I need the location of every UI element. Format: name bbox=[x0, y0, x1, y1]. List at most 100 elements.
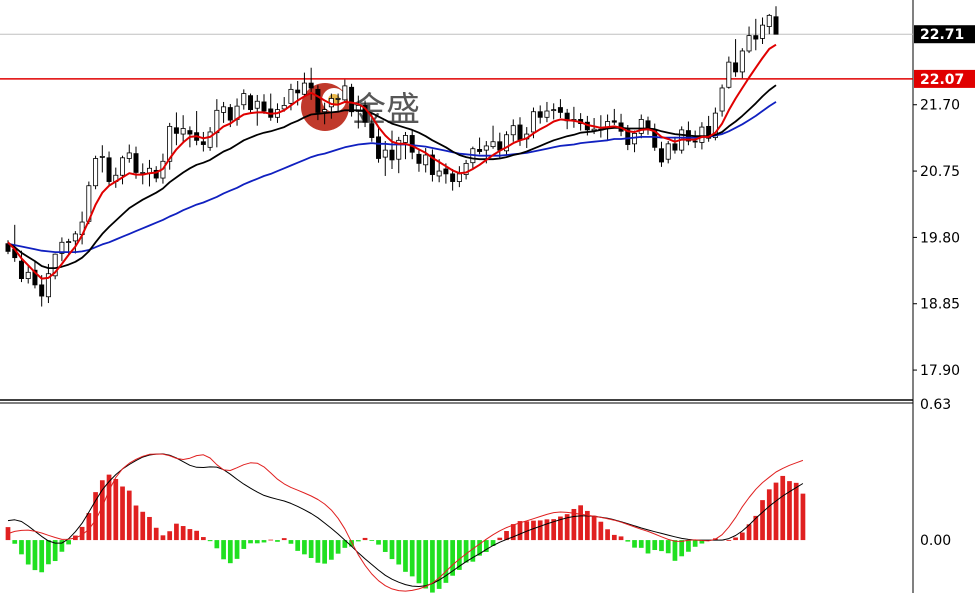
macd-bar bbox=[564, 514, 570, 541]
candle-body bbox=[611, 120, 617, 123]
macd-bar bbox=[766, 489, 772, 541]
macd-bar bbox=[773, 482, 779, 541]
candle-body bbox=[692, 140, 698, 143]
macd-line bbox=[7, 453, 804, 587]
macd-bar bbox=[578, 505, 583, 541]
macd-bar bbox=[140, 511, 146, 541]
candle-body bbox=[463, 162, 469, 175]
candle-body bbox=[733, 62, 739, 73]
candle-body bbox=[706, 125, 712, 139]
macd-bar bbox=[551, 519, 557, 541]
macd-bar bbox=[672, 540, 678, 561]
macd-bar bbox=[753, 515, 759, 541]
candle-body bbox=[766, 14, 772, 27]
candle-body bbox=[200, 141, 206, 145]
macd-bar bbox=[349, 540, 354, 547]
candle-body bbox=[187, 130, 193, 135]
candle-body bbox=[497, 141, 503, 151]
macd-bar bbox=[302, 540, 307, 555]
candle-body bbox=[167, 125, 173, 162]
macd-bar bbox=[19, 540, 24, 555]
macd-bar bbox=[746, 524, 752, 541]
macd-bar bbox=[153, 527, 159, 541]
macd-bar bbox=[221, 540, 226, 560]
macd-tick-label: 0.00 bbox=[920, 533, 951, 549]
candle-body bbox=[45, 273, 51, 298]
macd-bar bbox=[618, 536, 624, 541]
candle-body bbox=[376, 136, 382, 159]
macd-bar bbox=[167, 531, 173, 541]
candle-body bbox=[214, 109, 220, 134]
macd-bar bbox=[483, 540, 489, 552]
macd-bar bbox=[261, 540, 267, 543]
candle-body bbox=[699, 126, 705, 143]
macd-bar bbox=[322, 540, 327, 564]
macd-bar bbox=[692, 540, 698, 547]
macd-bar bbox=[248, 540, 253, 544]
price-tick-label: 19.80 bbox=[920, 230, 960, 246]
macd-bar bbox=[605, 529, 610, 541]
candle-body bbox=[362, 105, 368, 123]
macd-bar bbox=[679, 540, 685, 557]
macd-bar bbox=[517, 521, 523, 541]
macd-bar bbox=[335, 540, 341, 554]
candle-body bbox=[295, 89, 301, 94]
candle-body bbox=[66, 241, 72, 243]
signal-line bbox=[7, 453, 804, 592]
macd-bar bbox=[86, 513, 92, 541]
macd-bar bbox=[430, 540, 435, 593]
macd-bar bbox=[443, 540, 449, 583]
candle-body bbox=[315, 88, 321, 113]
macd-bar bbox=[652, 540, 658, 551]
macd-bar bbox=[510, 524, 516, 541]
macd-bar bbox=[295, 540, 301, 551]
candle-body bbox=[126, 152, 132, 159]
candle-body bbox=[227, 107, 233, 121]
candle-body bbox=[665, 143, 671, 160]
macd-bar bbox=[463, 540, 469, 563]
candle-body bbox=[207, 131, 213, 148]
candle-body bbox=[544, 110, 550, 118]
macd-bar bbox=[638, 540, 644, 548]
macd-bar bbox=[113, 478, 119, 541]
macd-bar bbox=[66, 540, 71, 545]
macd-bar bbox=[329, 540, 334, 560]
candle-body bbox=[530, 111, 536, 133]
macd-bar bbox=[787, 481, 792, 541]
candle-body bbox=[658, 148, 664, 163]
macd-bar bbox=[436, 540, 442, 589]
macd-bar bbox=[369, 540, 375, 541]
macd-bar bbox=[625, 540, 631, 542]
candles-layer bbox=[5, 6, 779, 307]
candle-body bbox=[369, 123, 375, 138]
candle-body bbox=[456, 173, 462, 182]
macd-bar bbox=[315, 540, 321, 563]
macd-bar bbox=[490, 540, 496, 546]
candle-body bbox=[760, 24, 766, 39]
candle-body bbox=[719, 87, 725, 112]
macd-bar bbox=[275, 540, 280, 542]
macd-bar bbox=[187, 529, 193, 541]
macd-bar bbox=[477, 540, 482, 556]
macd-bar bbox=[288, 540, 294, 544]
candle-body bbox=[490, 141, 496, 148]
macd-bar bbox=[268, 539, 274, 541]
macd-bar bbox=[403, 540, 408, 572]
candle-body bbox=[557, 107, 563, 113]
macd-bar bbox=[12, 540, 18, 544]
candle-body bbox=[537, 111, 543, 118]
candle-body bbox=[551, 109, 557, 112]
candle-body bbox=[120, 157, 126, 176]
candle-body bbox=[436, 170, 442, 177]
macd-bar bbox=[59, 540, 65, 552]
macd-bar bbox=[39, 540, 45, 573]
macd-bar bbox=[308, 540, 314, 559]
macd-bar bbox=[726, 540, 732, 541]
candle-body bbox=[59, 241, 65, 254]
macd-bar bbox=[32, 540, 38, 571]
candle-body bbox=[402, 135, 408, 143]
current-price-label: 22.71 bbox=[920, 27, 964, 43]
candle-body bbox=[517, 124, 523, 141]
macd-bar bbox=[133, 505, 139, 541]
candle-body bbox=[753, 35, 759, 40]
